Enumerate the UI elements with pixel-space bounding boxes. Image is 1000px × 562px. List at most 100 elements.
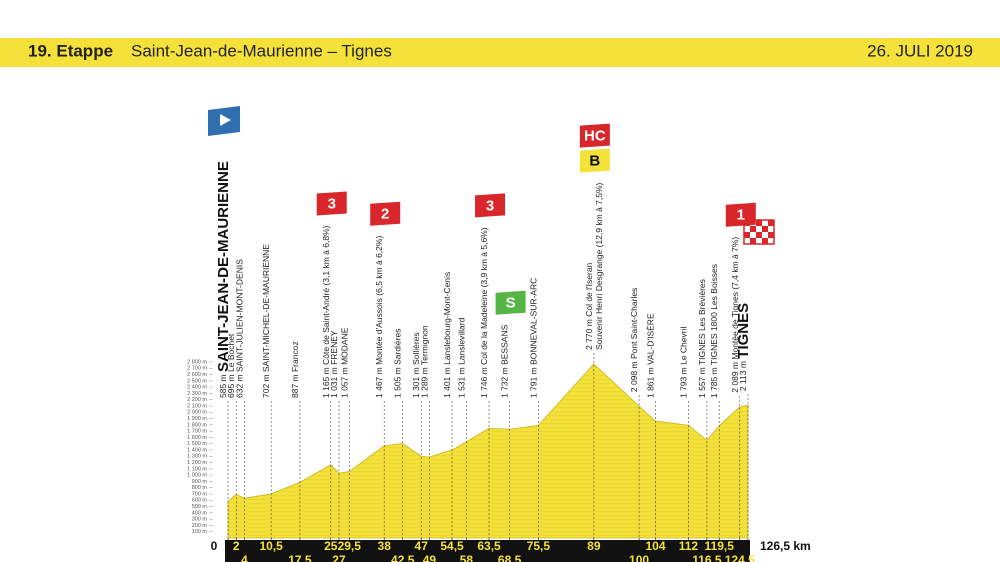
waypoint-altitude: 695 m [226,374,236,398]
x-tick-label: 25 [324,539,338,553]
waypoint-label: 632 m SAINT-JULIEN-MONT-DENIS [235,259,245,398]
waypoint-label: 1 165 m Côte de Saint-André (3,1 km à 6,… [321,225,331,398]
waypoint-name: Col de l'Iseran [584,262,594,316]
y-tick-label: 1 100 m [187,466,207,472]
waypoint-label: 1 057 m MODANE [340,327,350,398]
y-tick-label: 1 300 m [187,454,207,460]
waypoint-label: 695 m Le Bochet [226,333,236,398]
x-tick-label: 104 [645,539,665,553]
stage-route: Saint-Jean-de-Maurienne – Tignes [131,41,392,60]
waypoint-label: 1 732 m BESSANS [500,324,510,398]
waypoint-label: 1 557 m TIGNES Les Brévières [697,279,707,398]
waypoint-name: Sardières [393,329,403,365]
waypoint-altitude: 2 113 m [738,361,748,391]
x-tick-label: 38 [378,539,392,553]
waypoint-altitude: 2 098 m [629,361,639,392]
waypoint-label: 1 791 m BONNEVAL-SUR-ARC [529,278,539,398]
waypoint-altitude: 1 467 m [374,367,384,398]
y-tick-label: 2 100 m [187,403,207,409]
y-tick-label: 2 500 m [187,378,207,384]
x-tick-label: 100 [629,553,649,562]
waypoint-altitude: 1 057 m [340,367,350,398]
y-tick-label: 1 500 m [187,441,207,447]
y-tick-label: 2 200 m [187,397,207,403]
y-tick-label: 1 400 m [187,447,207,453]
waypoint-name: TIGNES Les Brévières [697,279,707,365]
y-tick-label: 1 700 m [187,429,207,435]
waypoint-altitude: 2 770 m [584,319,594,350]
waypoint-label: 1 531 m Lanslevillard [457,317,467,398]
waypoint-altitude: 1 793 m [679,367,689,398]
waypoint-name: Termignon [420,325,430,365]
finish-flag [743,219,775,245]
y-tick-label: 2 600 m [187,372,207,378]
x-tick-label: 2 [233,539,240,553]
x-tick-label: 89 [587,539,601,553]
waypoint-altitude: 632 m [235,374,245,398]
start-flag [208,106,240,136]
y-tick-label: 2 700 m [187,366,207,372]
y-tick-label: 900 m [192,479,208,485]
x-tick-label: 42,5 [391,553,415,562]
waypoint-label: 1 746 m Col de la Madeleine (3,9 km à 5,… [479,227,489,398]
x-tick-label: 10,5 [259,539,283,553]
waypoint-altitude: 702 m [261,374,271,398]
badge-text: B [589,153,600,170]
y-tick-label: 1 900 m [187,416,207,422]
badge-text: 3 [486,197,494,214]
km-strip [225,540,750,562]
y-tick-label: 2 000 m [187,410,207,416]
x-tick-label: 54,5 [440,539,464,553]
y-tick-label: 1 000 m [187,473,207,479]
y-tick-label: 400 m [192,510,208,516]
x-tick-label: 119,5 [705,539,735,553]
x-tick-label: 63,5 [477,539,501,553]
x-tick-label: 47 [415,539,429,553]
y-tick-label: 100 m [192,529,208,535]
y-tick-label: 600 m [192,498,208,504]
waypoint-name: TIGNES 1800 Les Boisses [709,264,719,365]
waypoint-altitude: 1 289 m [420,367,430,398]
x-tick-label: 124,5 [725,553,755,562]
waypoint-altitude: 1 505 m [393,367,403,398]
x-tick-label: 112 [679,539,699,553]
x-tick-label: 75,5 [527,539,551,553]
waypoint-name: Le Bochet [226,333,236,372]
x-tick-label: 126,5 km [760,539,811,553]
waypoint-altitude: 1 031 m [329,367,339,398]
climb-badge [475,193,506,218]
x-tick-label: 0 [211,539,218,553]
waypoint-altitude: 1 785 m [709,367,719,398]
waypoint-altitude: 1 165 m [321,367,331,398]
waypoint-altitude: 1 746 m [479,367,489,398]
waypoint-name: Francoz [290,341,300,372]
climb-badge [370,201,401,226]
waypoint-label: 1 785 m TIGNES 1800 Les Boisses [709,264,719,398]
waypoint-note: Souvenir Henri Desgrange (12,9 km à 7,5%… [594,182,604,349]
x-tick-label: 29,5 [338,539,362,553]
waypoint-name: Montée de Tignes (7,4 km à 7%) [730,237,740,360]
waypoint-name: Côte de Saint-André (3,1 km à 6,8%) [321,225,331,365]
waypoint-name: BONNEVAL-SUR-ARC [529,278,539,365]
waypoint-altitude: 2 089 m [730,362,740,393]
header-band [0,38,1000,67]
waypoint-label: 1 301 m Sollières [411,332,421,398]
y-tick-label: 500 m [192,504,208,510]
waypoint-altitude: 1 301 m [411,367,421,398]
climb-badge [579,148,610,173]
waypoint-altitude: 887 m [290,374,300,398]
waypoint-name: Le Chevril [679,327,689,365]
waypoint-label: 887 m Francoz [290,341,300,398]
waypoint-name: Col de la Madeleine (3,9 km à 5,6%) [479,227,489,365]
x-tick-label: 17,5 [288,553,312,562]
climb-badge [316,191,347,216]
waypoint-label: 2 098 m Pont Saint-Charles [629,288,639,392]
x-tick-label: 49 [423,553,437,562]
waypoint-altitude: 1 401 m [442,367,452,398]
waypoint-label: 585 m SAINT-JEAN-DE-MAURIENNE [215,161,232,398]
waypoint-label: 1 289 m Termignon [420,325,430,398]
waypoint-name: SAINT-JEAN-DE-MAURIENNE [215,161,232,372]
waypoint-altitude: 1 861 m [646,367,656,398]
waypoint-name: Sollières [411,332,421,365]
waypoint-label: 1 401 m Lanslebourg-Mont-Cenis [442,272,452,398]
